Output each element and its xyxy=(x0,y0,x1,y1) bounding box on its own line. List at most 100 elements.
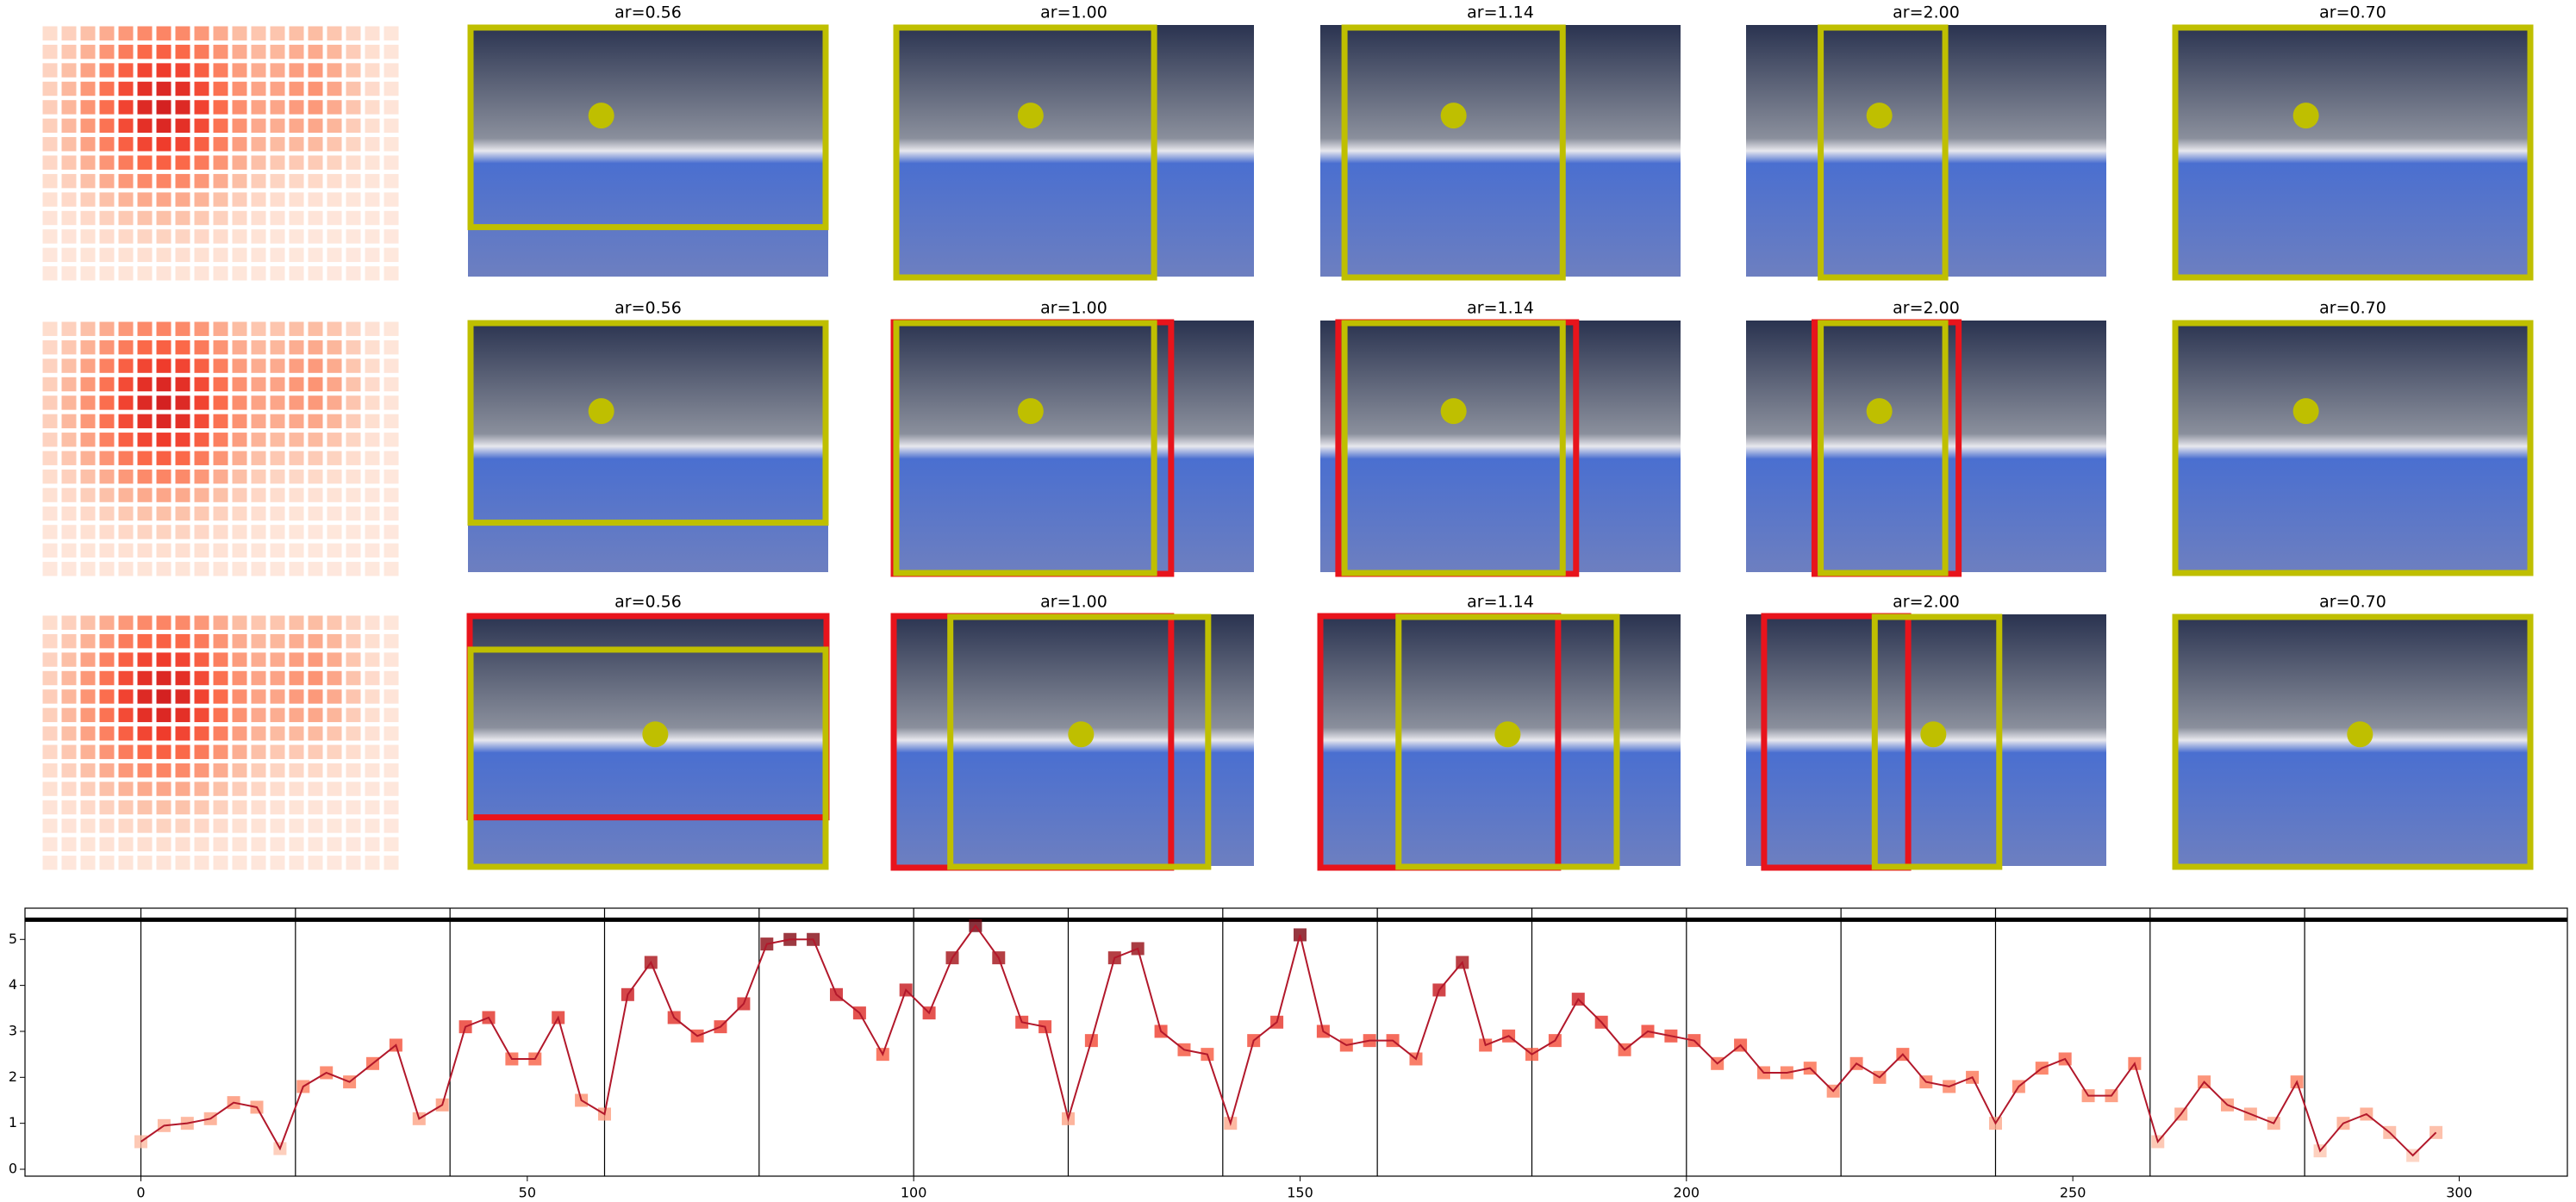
heatmap-cell xyxy=(365,358,380,373)
heatmap-cell xyxy=(327,395,342,410)
heatmap-cell xyxy=(137,744,153,759)
heatmap-cell xyxy=(232,506,247,521)
heatmap-cell xyxy=(99,44,115,59)
heatmap-cell xyxy=(251,689,266,704)
heatmap-cell xyxy=(175,81,190,97)
heatmap-cell xyxy=(80,44,96,59)
heatmap-cell xyxy=(99,525,115,539)
heatmap-cell xyxy=(251,488,266,502)
heatmap-cell xyxy=(346,819,361,833)
heatmap-cell xyxy=(99,800,115,815)
panel-title: ar=2.00 xyxy=(1893,299,1960,318)
heatmap-cell xyxy=(384,562,399,576)
heatmap-cell xyxy=(156,44,172,59)
heatmap-cell xyxy=(327,707,342,723)
heatmap-cell xyxy=(232,247,247,263)
heatmap-cell xyxy=(308,543,323,558)
heatmap-cell xyxy=(137,689,153,704)
heatmap-cell xyxy=(156,81,172,97)
heatmap-cell xyxy=(270,633,285,649)
heatmap-cell xyxy=(42,856,58,870)
heatmap-cell xyxy=(194,506,209,521)
heatmap-cell xyxy=(61,543,77,558)
heatmap-cell xyxy=(99,81,115,97)
panel-title: ar=0.56 xyxy=(614,593,682,612)
heatmap-cell xyxy=(289,192,304,207)
heatmap-cell xyxy=(156,543,172,558)
heatmap-cell xyxy=(80,321,96,336)
photo xyxy=(894,25,1254,277)
heatmap-cell xyxy=(289,543,304,558)
heatmap-cell xyxy=(137,26,153,40)
heatmap-cell xyxy=(384,118,399,134)
heatmap-cell xyxy=(175,763,190,778)
heatmap-cell xyxy=(232,210,247,226)
heatmap-cell xyxy=(42,819,58,833)
heatmap-cell xyxy=(80,615,96,630)
heatmap-cell xyxy=(175,433,190,447)
heatmap-cell xyxy=(232,63,247,78)
heatmap-cell xyxy=(118,266,134,281)
heatmap-cell xyxy=(365,210,380,226)
heatmap-cell xyxy=(270,689,285,704)
panel-title: ar=1.00 xyxy=(1040,593,1107,612)
heatmap-cell xyxy=(99,819,115,833)
heatmap-cell xyxy=(194,210,209,226)
heatmap-cell xyxy=(61,726,77,741)
heatmap-cell xyxy=(80,395,96,410)
heatmap-cell xyxy=(213,173,228,189)
heatmap-cell xyxy=(156,689,172,704)
heatmap-cell xyxy=(118,118,134,134)
yellow-dot xyxy=(1017,103,1044,129)
heatmap-cell xyxy=(118,744,134,759)
heatmap-cell xyxy=(99,652,115,667)
heatmap-cell xyxy=(137,210,153,226)
heatmap-cell xyxy=(137,173,153,189)
heatmap-cell xyxy=(80,118,96,134)
heatmap-cell xyxy=(137,229,153,244)
heatmap-cell xyxy=(175,451,190,465)
heatmap-cell xyxy=(61,192,77,207)
heatmap-cell xyxy=(365,26,380,40)
heatmap-cell xyxy=(213,247,228,263)
heatmap-cell xyxy=(194,856,209,870)
heatmap-cell xyxy=(137,615,153,630)
heatmap-cell xyxy=(137,726,153,741)
heatmap-cell xyxy=(289,615,304,630)
heatmap-cell xyxy=(346,488,361,502)
heatmap-cell xyxy=(80,837,96,852)
heatmap-cell xyxy=(99,100,115,115)
heatmap-cell xyxy=(270,63,285,78)
panel-title: ar=0.56 xyxy=(614,299,682,318)
heatmap-cell xyxy=(384,744,399,759)
heatmap-cell xyxy=(156,469,172,484)
heatmap-cell xyxy=(80,670,96,686)
heatmap-cell xyxy=(194,44,209,59)
heatmap-cell xyxy=(118,652,134,667)
heatmap-cell xyxy=(327,414,342,429)
heatmap-cell xyxy=(194,137,209,152)
heatmap-cell xyxy=(61,744,77,759)
heatmap-cell xyxy=(365,543,380,558)
heatmap-cell xyxy=(308,707,323,723)
heatmap-cell xyxy=(289,377,304,392)
heatmap-cell xyxy=(327,81,342,97)
heatmap-cell xyxy=(270,321,285,336)
heatmap-cell xyxy=(289,488,304,502)
heatmap-cell xyxy=(384,763,399,778)
yellow-box xyxy=(2172,320,2534,576)
heatmap-cell xyxy=(289,155,304,170)
heatmap-cell xyxy=(270,744,285,759)
heatmap-cell xyxy=(118,100,134,115)
heatmap-cell xyxy=(251,856,266,870)
heatmap-cell xyxy=(118,525,134,539)
heatmap-cell xyxy=(270,266,285,281)
heatmap-cell xyxy=(61,81,77,97)
heatmap-cell xyxy=(384,689,399,704)
heatmap-cell xyxy=(156,414,172,429)
heatmap-cell xyxy=(289,137,304,152)
heatmap-cell xyxy=(156,652,172,667)
heatmap-cell xyxy=(213,562,228,576)
panel-title: ar=0.70 xyxy=(2319,299,2386,318)
heatmap-cell xyxy=(80,100,96,115)
